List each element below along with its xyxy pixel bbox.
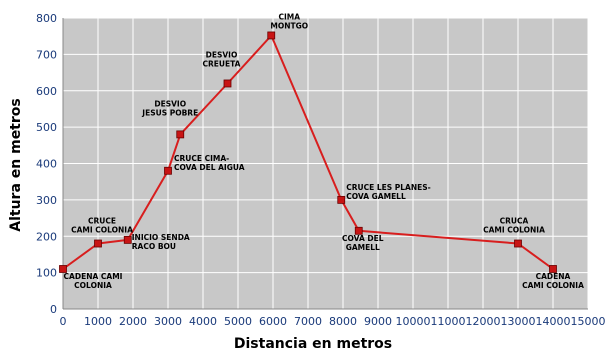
y-tick-label: 200 (36, 230, 57, 243)
x-tick-label: 2000 (119, 315, 147, 328)
x-tick-label: 8000 (329, 315, 357, 328)
x-tick-label: 14000 (536, 315, 571, 328)
x-tick-label: 10000 (396, 315, 431, 328)
y-tick-label: 600 (36, 85, 57, 98)
data-point-label: DESVIO CREUETA (203, 50, 241, 68)
x-tick-label: 11000 (431, 315, 466, 328)
x-tick-label: 13000 (501, 315, 536, 328)
data-point-label: CADENA CAMI COLONIA (522, 272, 584, 290)
data-point-label: CRUCE LES PLANES-COVA GAMELL (346, 183, 431, 201)
data-point-marker (267, 31, 276, 40)
data-point-marker (59, 265, 67, 273)
data-point-marker (223, 79, 232, 88)
data-point-label: INICIO SENDA RACO BOU (132, 233, 190, 251)
y-tick-label: 0 (50, 303, 57, 316)
data-point-marker (176, 130, 185, 139)
y-tick-label: 400 (36, 158, 57, 171)
data-point-label: CRUCA CAMI COLONIA (483, 217, 545, 235)
data-point-marker (94, 239, 102, 248)
data-point-label: COVA DEL GAMELL (342, 234, 384, 252)
x-tick-label: 9000 (364, 315, 392, 328)
data-point-label: CIMA MONTGO (270, 12, 308, 30)
y-axis-title: Altura en metros (8, 98, 24, 232)
x-tick-label: 4000 (189, 315, 217, 328)
x-tick-label: 12000 (466, 315, 501, 328)
data-point-marker (123, 235, 132, 244)
y-tick-label: 300 (36, 194, 57, 207)
y-tick-label: 100 (36, 267, 57, 280)
data-point-label: CADENA CAMI COLONIA (64, 272, 123, 290)
y-tick-label: 700 (36, 48, 57, 61)
data-point-label: DESVIO JESUS POBRE (141, 99, 198, 117)
y-tick-label: 800 (36, 12, 57, 25)
data-point-marker (164, 166, 172, 175)
x-tick-label: 1000 (84, 315, 112, 328)
data-point-marker (514, 239, 522, 248)
x-tick-label: 3000 (154, 315, 182, 328)
y-tick-label: 500 (36, 121, 57, 134)
data-point-label: CRUCE CAMI COLONIA (71, 217, 133, 235)
data-point-marker (354, 226, 363, 235)
x-axis-title: Distancia en metros (234, 336, 392, 352)
x-tick-label: 6000 (259, 315, 287, 328)
data-point-marker (549, 265, 557, 273)
x-tick-label: 7000 (294, 315, 322, 328)
data-point-marker (337, 195, 346, 204)
x-tick-label: 15000 (571, 315, 605, 328)
x-tick-label: 5000 (224, 315, 252, 328)
x-tick-label: 0 (60, 315, 67, 328)
data-point-label: CRUCE CIMA-COVA DEL AIGUA (174, 154, 245, 172)
